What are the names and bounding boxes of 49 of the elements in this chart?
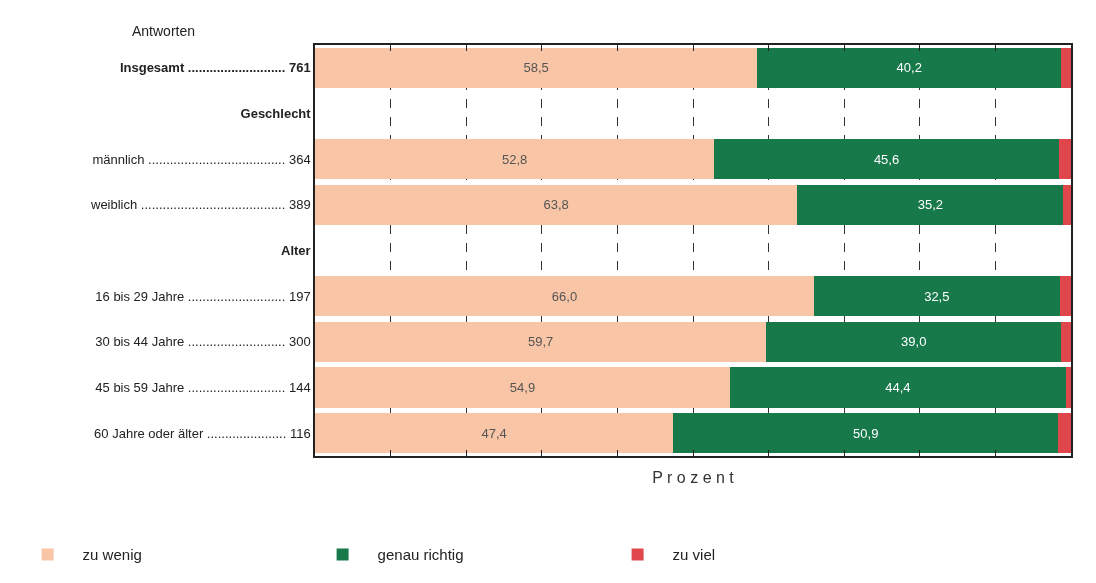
- bar: [1059, 276, 1071, 317]
- bar: [813, 276, 1060, 317]
- bar: [315, 276, 814, 317]
- bar: [797, 184, 1064, 225]
- bar: [714, 139, 1059, 180]
- bar: [1058, 413, 1071, 454]
- bar: [315, 321, 767, 362]
- data-label: 63,8: [543, 197, 569, 213]
- data-label: 44,4: [885, 380, 911, 395]
- data-label: 45,6: [873, 151, 900, 167]
- data-label: 35,2: [917, 197, 944, 213]
- data-label: 39,0: [901, 334, 927, 350]
- bar: [1058, 139, 1071, 180]
- bar: [1063, 184, 1071, 225]
- bar: [757, 47, 1062, 88]
- y-tick-label: 45 bis 59 Jahre ........................... 144: [95, 380, 311, 396]
- y-tick-label: Alter: [281, 243, 311, 259]
- bar: [1065, 367, 1071, 408]
- data-label: 40,2: [896, 60, 922, 76]
- bar: [730, 367, 1066, 408]
- text: Antworten: [132, 23, 196, 39]
- y-tick-label: 16 bis 29 Jahre ........................... 197: [95, 288, 311, 304]
- y-tick-label: weiblich ........................................ 389: [90, 197, 311, 213]
- data-label: 59,7: [528, 334, 554, 350]
- data-label: 58,5: [523, 60, 549, 76]
- bar: [1061, 321, 1071, 362]
- y-tick-label: 60 Jahre oder älter ...................... 116: [94, 425, 311, 441]
- data-label: 47,4: [481, 425, 507, 441]
- data-label: 54,9: [509, 380, 536, 395]
- y-tick-label: 30 bis 44 Jahre ........................... 300: [95, 334, 311, 350]
- bar: [315, 139, 715, 180]
- bar: [315, 47, 758, 88]
- legend-label: zu viel: [672, 546, 716, 564]
- data-label: 50,9: [853, 425, 879, 441]
- legend-label: genau richtig: [377, 546, 464, 564]
- y-tick-label: Insgesamt ........................... 761: [119, 60, 311, 76]
- bar: [1061, 47, 1071, 88]
- data-label: 66,0: [551, 288, 578, 304]
- bar: [315, 413, 674, 454]
- data-label: 52,8: [501, 151, 528, 167]
- bar: [673, 413, 1059, 454]
- legend-label: zu wenig: [82, 546, 142, 564]
- y-tick-label: Geschlecht: [240, 106, 312, 122]
- data-label: 32,5: [924, 288, 950, 304]
- x-axis-title: P r o z e n t: [652, 468, 735, 486]
- bar: [315, 184, 798, 225]
- y-tick-label: männlich ...................................... 364: [92, 151, 311, 167]
- bar: [766, 321, 1062, 362]
- bar: [315, 367, 731, 408]
